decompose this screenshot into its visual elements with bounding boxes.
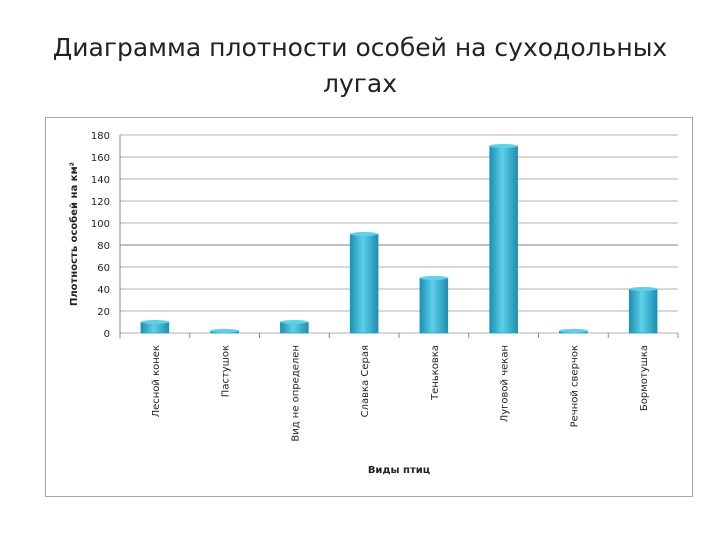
- y-tick-label: 0: [104, 329, 110, 340]
- bar-top: [489, 144, 518, 148]
- bar-top: [210, 328, 239, 333]
- bar: [349, 233, 379, 334]
- bar-top: [559, 328, 588, 333]
- bars: [140, 144, 658, 334]
- y-tick-labels: 0 20 40 60 80 100 120 140 160 180: [91, 131, 110, 340]
- y-tick-label: 160: [91, 153, 110, 164]
- bar-top: [419, 276, 448, 280]
- bar-top: [629, 287, 658, 291]
- y-tick-label: 180: [91, 131, 110, 142]
- bar: [419, 277, 449, 334]
- x-category-label: Теньковка: [430, 345, 441, 401]
- bar: [628, 288, 658, 334]
- y-axis-title: Плотность особей на км²: [68, 162, 80, 306]
- y-tick-label: 120: [91, 197, 110, 208]
- x-category-label: Луговой чекан: [500, 345, 511, 422]
- bar: [489, 145, 518, 334]
- slide-title-line-1: Диаграмма плотности особей на суходольны…: [52, 33, 668, 62]
- bar-top: [350, 232, 379, 236]
- x-category-label: Речной сверчок: [569, 345, 580, 427]
- x-category-label: Пастушок: [221, 345, 232, 397]
- x-axis-title: Виды птиц: [368, 465, 430, 476]
- y-tick-label: 60: [97, 263, 110, 274]
- x-category-labels: Лесной конек Пастушок Вид не определен Слав…: [151, 345, 650, 442]
- slide-title-line-2: лугах: [322, 69, 398, 98]
- x-category-label: Бормотушка: [639, 345, 650, 411]
- slide-title: Диаграмма плотности особей на суходольны…: [20, 30, 700, 102]
- y-tick-label: 80: [97, 241, 110, 252]
- y-tick-label: 20: [97, 307, 110, 318]
- x-category-label: Лесной конек: [151, 345, 162, 417]
- bar-top: [280, 320, 309, 324]
- y-tick-label: 100: [91, 219, 110, 230]
- gridlines: [119, 134, 679, 338]
- x-category-label: Вид не определен: [290, 345, 301, 442]
- y-tick-label: 140: [91, 175, 110, 186]
- y-tick-label: 40: [97, 285, 110, 296]
- bar-top: [140, 320, 169, 324]
- x-category-label: Славка Серая: [360, 345, 371, 417]
